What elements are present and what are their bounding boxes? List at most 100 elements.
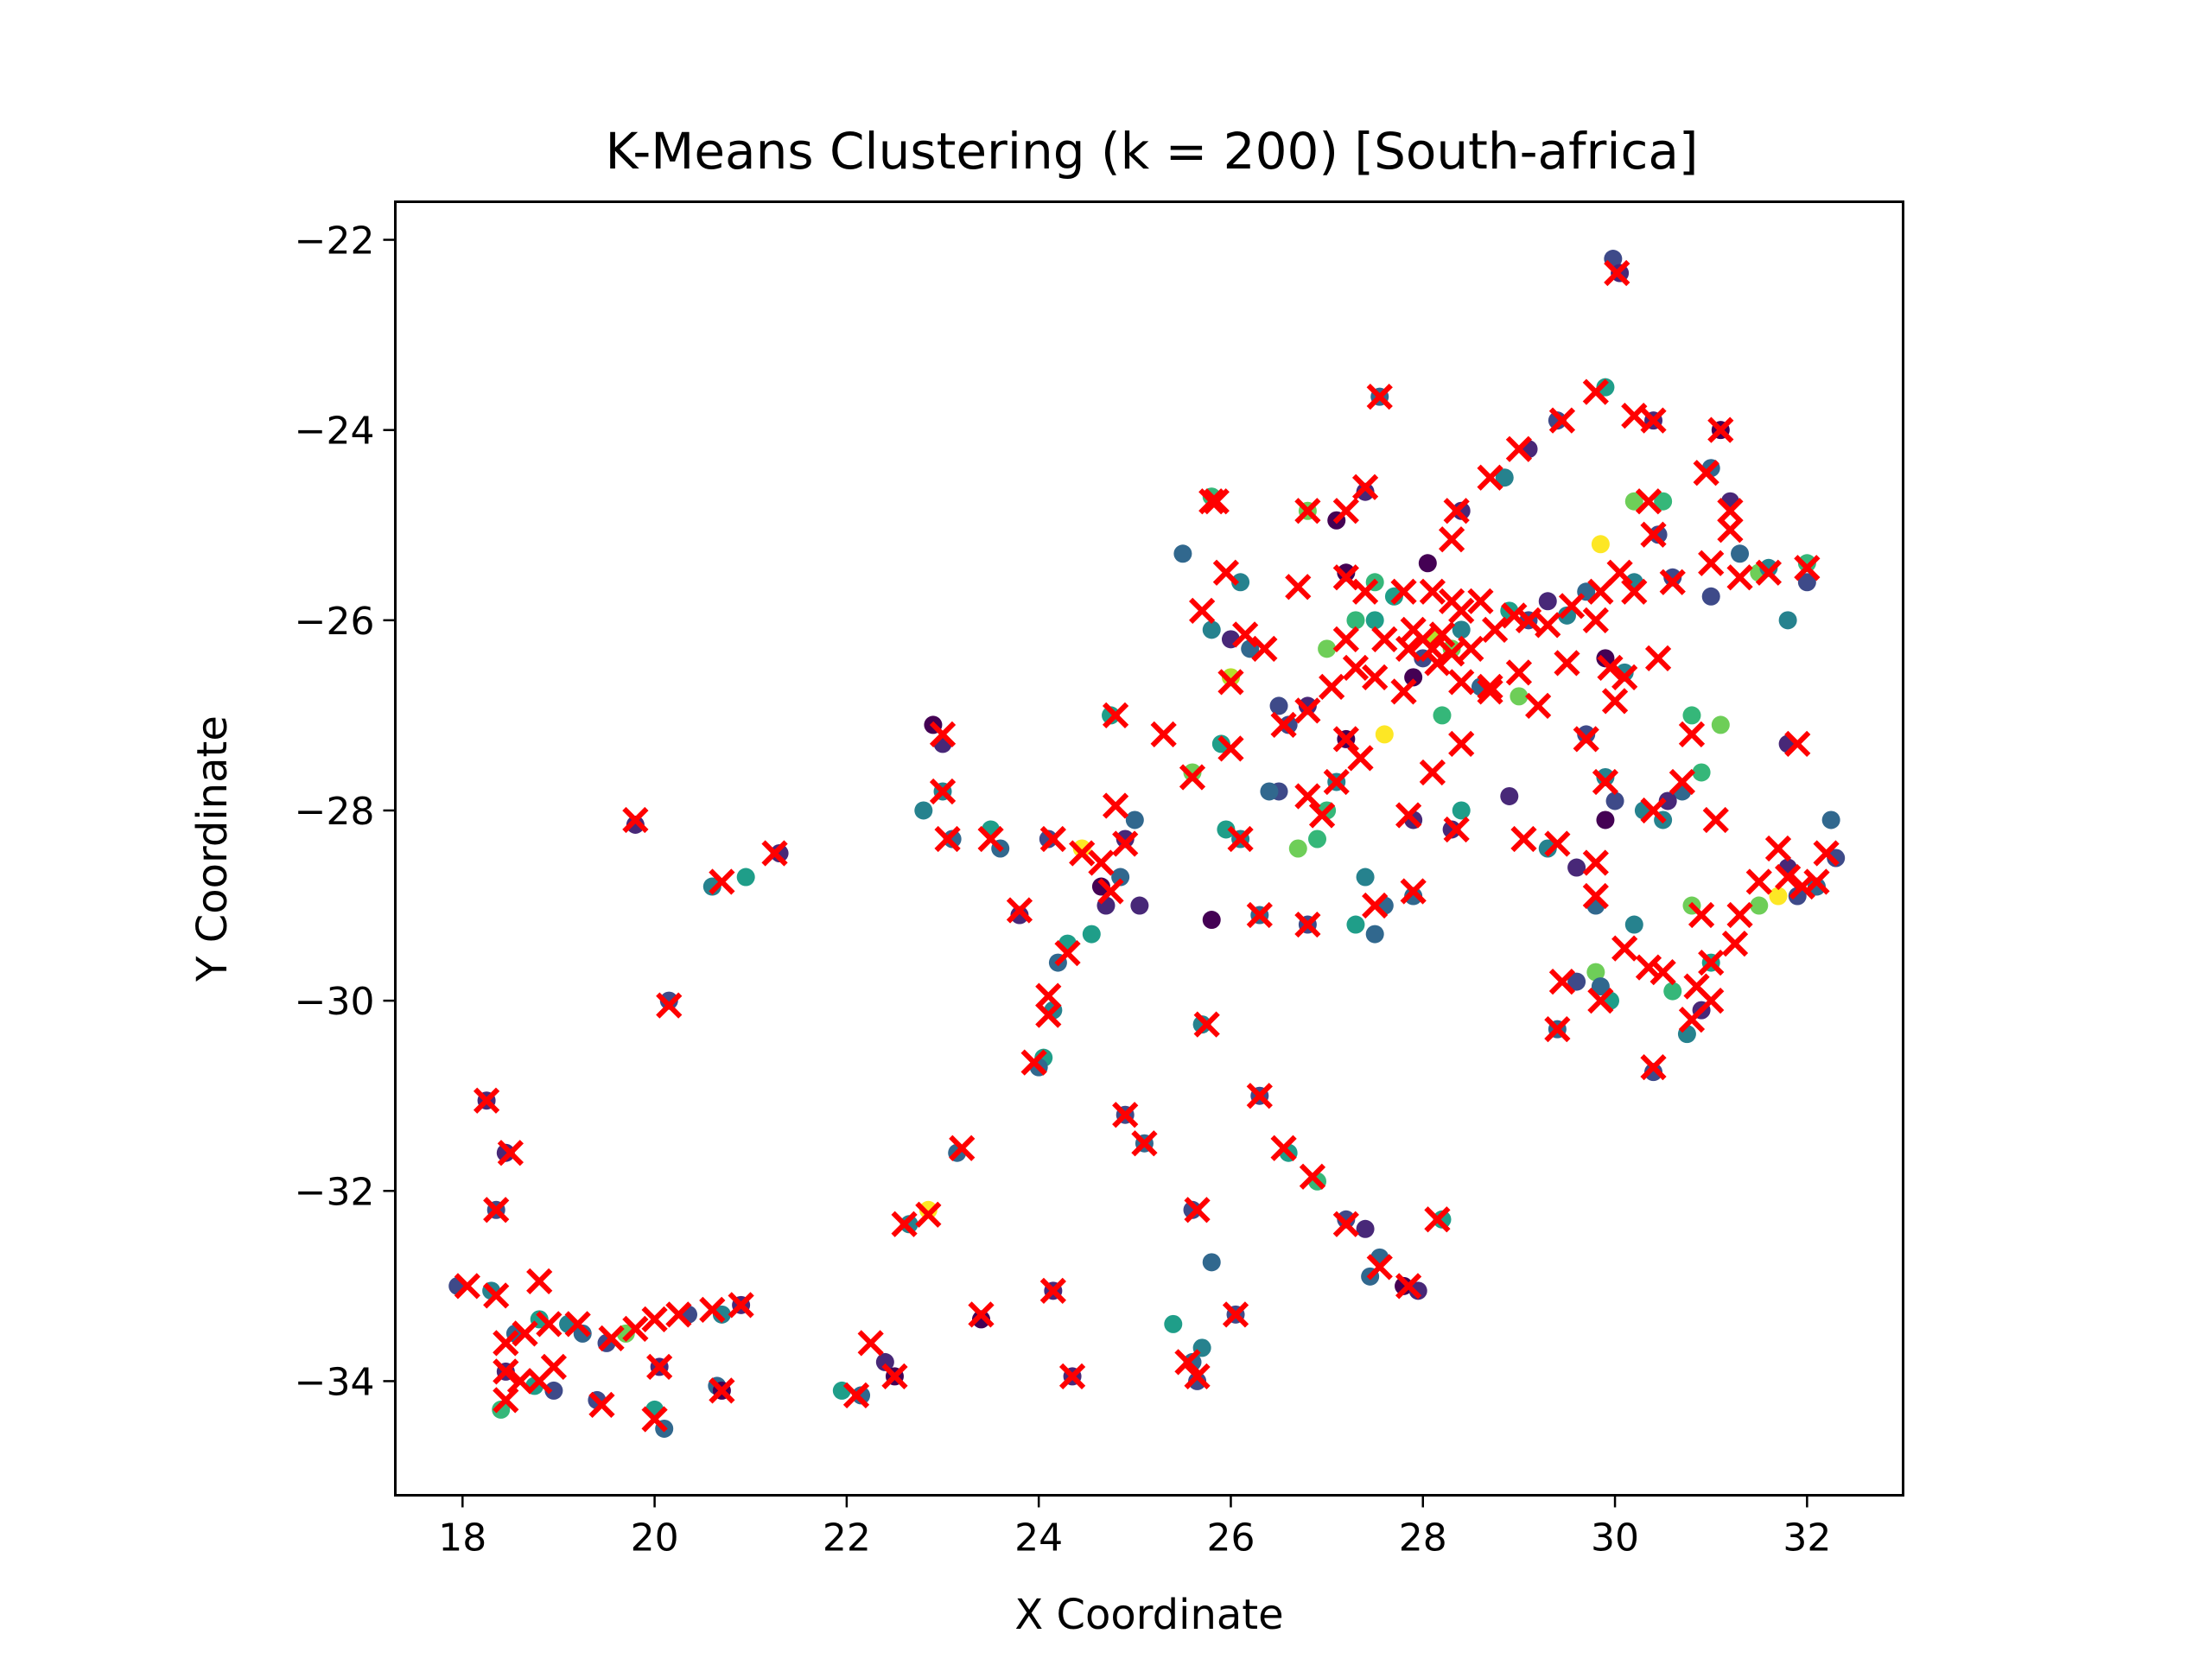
data-point [1384,587,1403,606]
centroid-marker [1395,802,1422,829]
centroid-marker [1232,621,1259,648]
data-point [1596,810,1615,830]
data-point [1433,706,1452,725]
data-point [1500,786,1519,805]
centroid-marker [493,1330,519,1357]
data-point [1188,1371,1207,1390]
centroid-marker [1443,498,1470,524]
centroid-marker [1635,954,1662,981]
centroid-marker [1601,688,1629,715]
centroid-marker [977,825,1004,853]
data-point [1452,620,1471,639]
centroid-marker [1573,726,1599,753]
data-point [1192,1015,1211,1034]
centroid-marker [1707,416,1734,443]
centroid-marker [1438,526,1465,553]
centroid-marker [1198,488,1225,515]
centroid-marker [1548,407,1576,434]
data-point [1375,725,1394,744]
centroid-marker [1448,597,1475,624]
centroid-marker [1515,607,1542,633]
y-tick-label: −34 [295,1360,375,1404]
centroid-marker [483,1197,510,1224]
data-point [626,815,645,834]
centroid-marker [881,1363,908,1390]
centroid-marker [1582,882,1609,910]
centroid-marker [1189,597,1216,624]
centroid-marker [1621,578,1648,605]
centroid-marker [1102,792,1129,819]
x-tick-label: 18 [438,1516,486,1560]
centroid-marker [1659,569,1686,595]
centroid-marker [1554,650,1580,677]
centroid-marker [1246,901,1273,929]
centroid-marker [709,1377,735,1404]
data-point [496,1143,515,1162]
data-point [1591,977,1610,996]
centroid-marker [1678,1007,1706,1033]
y-tick-label: −24 [295,410,375,454]
centroid-marker [1362,664,1389,690]
centroid-marker [949,1135,976,1161]
data-point [1318,639,1337,658]
centroid-marker [1020,1049,1047,1076]
centroid-marker [1813,840,1840,867]
centroid-marker [1745,868,1772,895]
centroid-marker [622,1315,649,1342]
centroid-marker [1784,730,1811,758]
centroid-marker [1150,721,1177,748]
centroid-marker [1294,911,1321,938]
data-point [1778,611,1797,630]
data-point [1731,544,1750,563]
data-point [1091,877,1110,896]
centroid-marker [1102,702,1129,729]
data-point [1644,1063,1663,1082]
data-point [1452,501,1471,520]
data-point [492,1400,511,1419]
centroid-marker [1775,863,1802,891]
data-point [914,801,933,820]
centroid-marker [1395,635,1422,662]
centroid-marker [1424,1206,1451,1233]
centroid-marker [1285,574,1312,601]
centroid-marker [709,868,735,895]
centroid-marker [1582,849,1609,876]
centroid-marker [1535,612,1561,639]
data-point [1510,687,1529,706]
data-point [1337,563,1356,582]
centroid-marker [1294,498,1321,524]
data-point [1807,877,1826,896]
data-point [1183,1200,1202,1219]
centroid-marker [1544,1016,1571,1043]
plot-area [448,250,1846,1438]
data-point [712,1305,731,1324]
centroid-marker [1039,1277,1066,1304]
centroid-marker [1058,1363,1086,1390]
data-point [1711,715,1730,734]
data-point [1231,573,1250,592]
centroid-marker [1640,1054,1667,1081]
x-tick-label: 26 [1206,1516,1255,1560]
centroid-marker [929,778,957,805]
centroid-marker [1764,835,1792,862]
centroid-marker [1112,1102,1139,1128]
centroid-marker [1351,578,1379,605]
data-point [852,1386,871,1405]
data-point [918,1200,938,1219]
data-point [1452,801,1471,820]
centroid-marker [1649,958,1676,986]
centroid-marker [1246,1083,1273,1109]
centroid-marker [1606,559,1633,586]
y-tick-label: −28 [295,790,375,834]
data-point [1557,606,1576,625]
centroid-marker [1294,697,1321,724]
centroid-marker [497,1140,524,1166]
centroid-marker [512,1320,538,1347]
centroid-marker [1698,550,1725,576]
data-point [1269,696,1288,715]
data-point [1125,810,1144,830]
x-tick-label: 20 [631,1516,679,1560]
centroid-marker [1548,968,1576,995]
data-point [1548,411,1567,430]
